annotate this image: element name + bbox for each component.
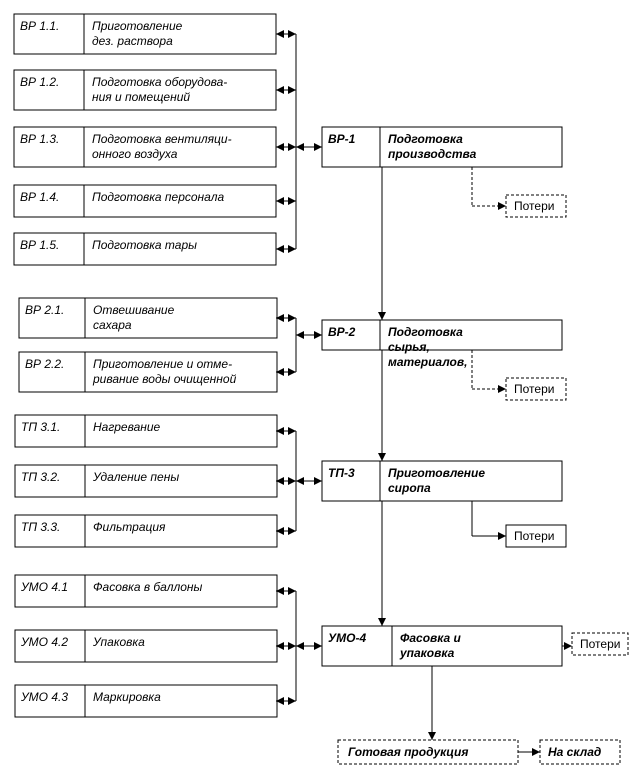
svg-text:УМО 4.2: УМО 4.2 [20,635,68,649]
svg-text:ВР 1.3.: ВР 1.3. [20,132,59,146]
svg-text:Подготовка персонала: Подготовка персонала [92,190,224,204]
svg-text:ВР 2.1.: ВР 2.1. [25,303,64,317]
svg-text:ТП 3.3.: ТП 3.3. [21,520,60,534]
svg-text:сиропа: сиропа [388,481,431,495]
svg-text:Подготовка оборудова-: Подготовка оборудова- [92,75,227,89]
svg-text:УМО-4: УМО-4 [328,631,366,645]
svg-text:Приготовление: Приготовление [388,466,485,480]
svg-text:ВР-1: ВР-1 [328,132,356,146]
svg-text:онного воздуха: онного воздуха [92,147,178,161]
svg-text:УМО 4.3: УМО 4.3 [20,690,68,704]
svg-text:На склад: На склад [548,745,601,759]
svg-text:упаковка: упаковка [399,646,455,660]
svg-text:Потери: Потери [580,637,620,651]
svg-text:Подготовка: Подготовка [388,132,463,146]
svg-text:сырья,: сырья, [388,340,430,354]
svg-text:Приготовление: Приготовление [92,19,183,33]
svg-text:производства: производства [388,147,477,161]
svg-text:сахара: сахара [93,318,132,332]
svg-text:ВР 1.5.: ВР 1.5. [20,238,59,252]
svg-text:ния и помещений: ния и помещений [92,90,190,104]
svg-text:УМО 4.1: УМО 4.1 [20,580,68,594]
svg-text:Фасовка и: Фасовка и [400,631,462,645]
svg-text:Фильтрация: Фильтрация [93,520,166,534]
svg-text:ВР-2: ВР-2 [328,325,356,339]
svg-text:Нагревание: Нагревание [93,420,161,434]
svg-text:ривание воды очищенной: ривание воды очищенной [92,372,237,386]
svg-text:Готовая продукция: Готовая продукция [348,745,468,759]
svg-text:ТП 3.1.: ТП 3.1. [21,420,60,434]
svg-text:ТП-3: ТП-3 [328,466,355,480]
svg-text:Потери: Потери [514,529,554,543]
svg-text:Упаковка: Упаковка [92,635,145,649]
svg-text:дез. раствора: дез. раствора [92,34,173,48]
process-flowchart: ВР 1.1.Приготовлениедез. раствораВР 1.2.… [0,0,638,781]
svg-text:ВР 1.1.: ВР 1.1. [20,19,59,33]
svg-text:Потери: Потери [514,199,554,213]
svg-text:Потери: Потери [514,382,554,396]
svg-text:Подготовка тары: Подготовка тары [92,238,197,252]
svg-text:Приготовление и отме-: Приготовление и отме- [93,357,232,371]
svg-text:ВР 1.4.: ВР 1.4. [20,190,59,204]
svg-text:Маркировка: Маркировка [93,690,161,704]
svg-text:Подготовка вентиляци-: Подготовка вентиляци- [92,132,232,146]
svg-text:Подготовка: Подготовка [388,325,463,339]
svg-text:ВР 1.2.: ВР 1.2. [20,75,59,89]
svg-text:Отвешивание: Отвешивание [93,303,175,317]
svg-text:Фасовка в баллоны: Фасовка в баллоны [93,580,203,594]
svg-text:Удаление пены: Удаление пены [92,470,179,484]
svg-text:ВР 2.2.: ВР 2.2. [25,357,64,371]
svg-text:материалов,: материалов, [388,355,467,369]
svg-text:ТП 3.2.: ТП 3.2. [21,470,60,484]
